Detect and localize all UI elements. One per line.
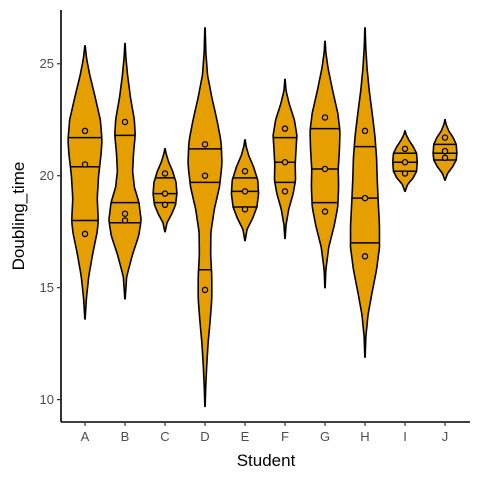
data-point	[281, 125, 289, 132]
violin-H	[349, 27, 381, 358]
data-point	[81, 230, 89, 238]
violin-A	[67, 45, 103, 320]
violin-body	[152, 148, 178, 233]
data-point	[401, 145, 409, 153]
violin-body	[108, 42, 142, 300]
data-point	[121, 210, 129, 218]
data-point	[241, 206, 249, 213]
data-point	[81, 161, 89, 168]
x-tick-label: H	[360, 429, 369, 444]
violin-G	[309, 40, 341, 289]
x-tick-label: G	[320, 429, 330, 444]
data-point	[281, 188, 289, 195]
violins-layer	[67, 27, 458, 408]
x-tick-label: J	[442, 429, 449, 444]
data-point	[201, 172, 209, 179]
data-point	[121, 118, 129, 126]
y-tick-label: 15	[40, 280, 54, 295]
data-point	[321, 208, 329, 215]
data-point	[161, 170, 169, 177]
x-tick-label: I	[403, 429, 407, 444]
violin-body	[67, 45, 103, 320]
y-tick-label: 20	[40, 168, 54, 183]
data-point	[241, 188, 249, 195]
violin-E	[230, 139, 260, 242]
violin-body	[349, 27, 381, 358]
violin-B	[108, 42, 142, 300]
x-axis-ticks: A B C D E F G H I J	[81, 422, 449, 444]
violin-D	[187, 27, 223, 408]
x-tick-label: A	[81, 429, 90, 444]
data-point	[321, 165, 329, 173]
x-tick-label: D	[200, 429, 209, 444]
data-point	[321, 114, 329, 121]
x-tick-label: B	[121, 429, 130, 444]
data-point	[441, 154, 449, 162]
violin-F	[272, 78, 298, 240]
data-point	[401, 159, 409, 166]
data-point	[361, 194, 369, 202]
x-axis-title: Student	[237, 451, 296, 470]
data-point	[361, 253, 369, 260]
data-point	[361, 127, 369, 135]
x-tick-label: E	[241, 429, 250, 444]
violin-body	[187, 27, 223, 408]
y-axis-ticks: 10 15 20 25	[40, 56, 61, 407]
data-point	[121, 217, 129, 224]
y-tick-label: 10	[40, 392, 54, 407]
data-point	[281, 159, 289, 166]
data-point	[441, 134, 449, 141]
data-point	[401, 170, 409, 177]
violin-body	[272, 78, 298, 240]
y-axis-title: Doubling_time	[9, 162, 28, 271]
data-point	[201, 141, 209, 148]
x-tick-label: C	[160, 429, 169, 444]
violin-body	[309, 40, 341, 289]
data-point	[241, 167, 249, 175]
data-point	[161, 190, 169, 197]
x-tick-label: F	[281, 429, 289, 444]
data-point	[201, 286, 209, 294]
y-tick-label: 25	[40, 56, 54, 71]
violin-J	[432, 118, 458, 181]
violin-I	[391, 130, 419, 193]
data-point	[161, 201, 169, 209]
data-point	[441, 147, 449, 155]
data-point	[81, 127, 89, 135]
violin-C	[152, 148, 178, 233]
